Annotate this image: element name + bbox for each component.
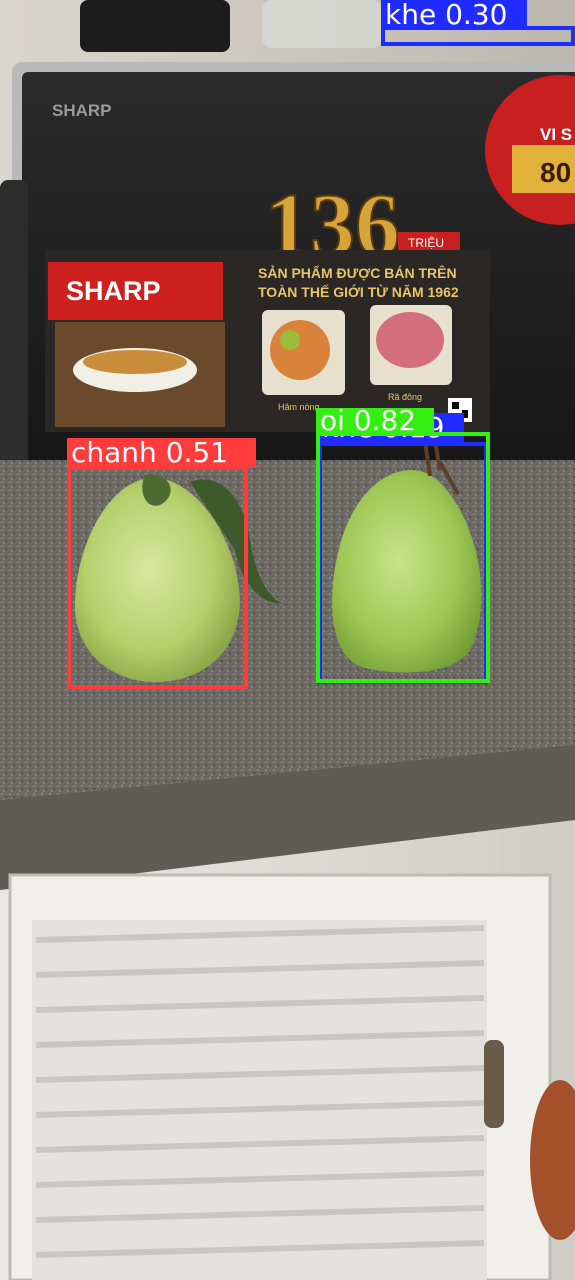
svg-text:Hâm nóng: Hâm nóng	[278, 402, 320, 412]
svg-text:SHARP: SHARP	[52, 101, 112, 120]
detection-label-khe-2: khe 0.30	[381, 0, 527, 30]
svg-text:TRIỆU: TRIỆU	[408, 235, 444, 250]
detection-box-oi	[316, 432, 490, 683]
detection-box-chanh	[67, 466, 248, 689]
detection-label-chanh: chanh 0.51	[67, 438, 256, 468]
svg-text:80: 80	[540, 157, 571, 188]
svg-text:SHARP: SHARP	[66, 276, 161, 306]
svg-text:SẢN PHẨM ĐƯỢC BÁN TRÊN: SẢN PHẨM ĐƯỢC BÁN TRÊN	[258, 264, 457, 281]
svg-text:TOÀN THẾ GIỚI TỪ NĂM 1962: TOÀN THẾ GIỚI TỪ NĂM 1962	[258, 283, 459, 300]
svg-text:Rã đông: Rã đông	[388, 392, 422, 402]
detection-label-oi: oi 0.82	[316, 408, 434, 434]
svg-text:VI S: VI S	[540, 125, 572, 144]
